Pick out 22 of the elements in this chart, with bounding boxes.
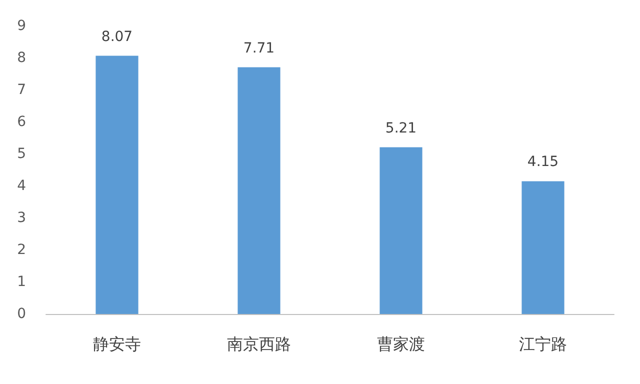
data-label: 5.21 xyxy=(385,120,417,136)
bar xyxy=(380,147,422,314)
bar xyxy=(238,67,280,314)
y-tick-label: 7 xyxy=(17,82,26,98)
x-tick-label: 曹家渡 xyxy=(377,334,425,354)
y-tick-label: 0 xyxy=(17,306,26,322)
data-label: 4.15 xyxy=(527,154,559,170)
y-tick-label: 5 xyxy=(17,146,26,162)
y-tick-label: 9 xyxy=(17,18,26,34)
x-tick-label: 静安寺 xyxy=(93,334,141,354)
y-tick-label: 8 xyxy=(17,50,26,66)
y-tick-label: 6 xyxy=(17,114,26,130)
x-tick-label: 江宁路 xyxy=(519,334,567,354)
bar xyxy=(96,56,138,314)
y-tick-label: 4 xyxy=(17,178,26,194)
y-tick-label: 1 xyxy=(17,274,26,290)
data-label: 7.71 xyxy=(243,40,275,56)
y-tick-label: 2 xyxy=(17,242,26,258)
y-tick-label: 3 xyxy=(17,210,26,226)
bar xyxy=(522,181,564,314)
data-label: 8.07 xyxy=(101,28,133,45)
x-tick-label: 南京西路 xyxy=(227,334,291,354)
